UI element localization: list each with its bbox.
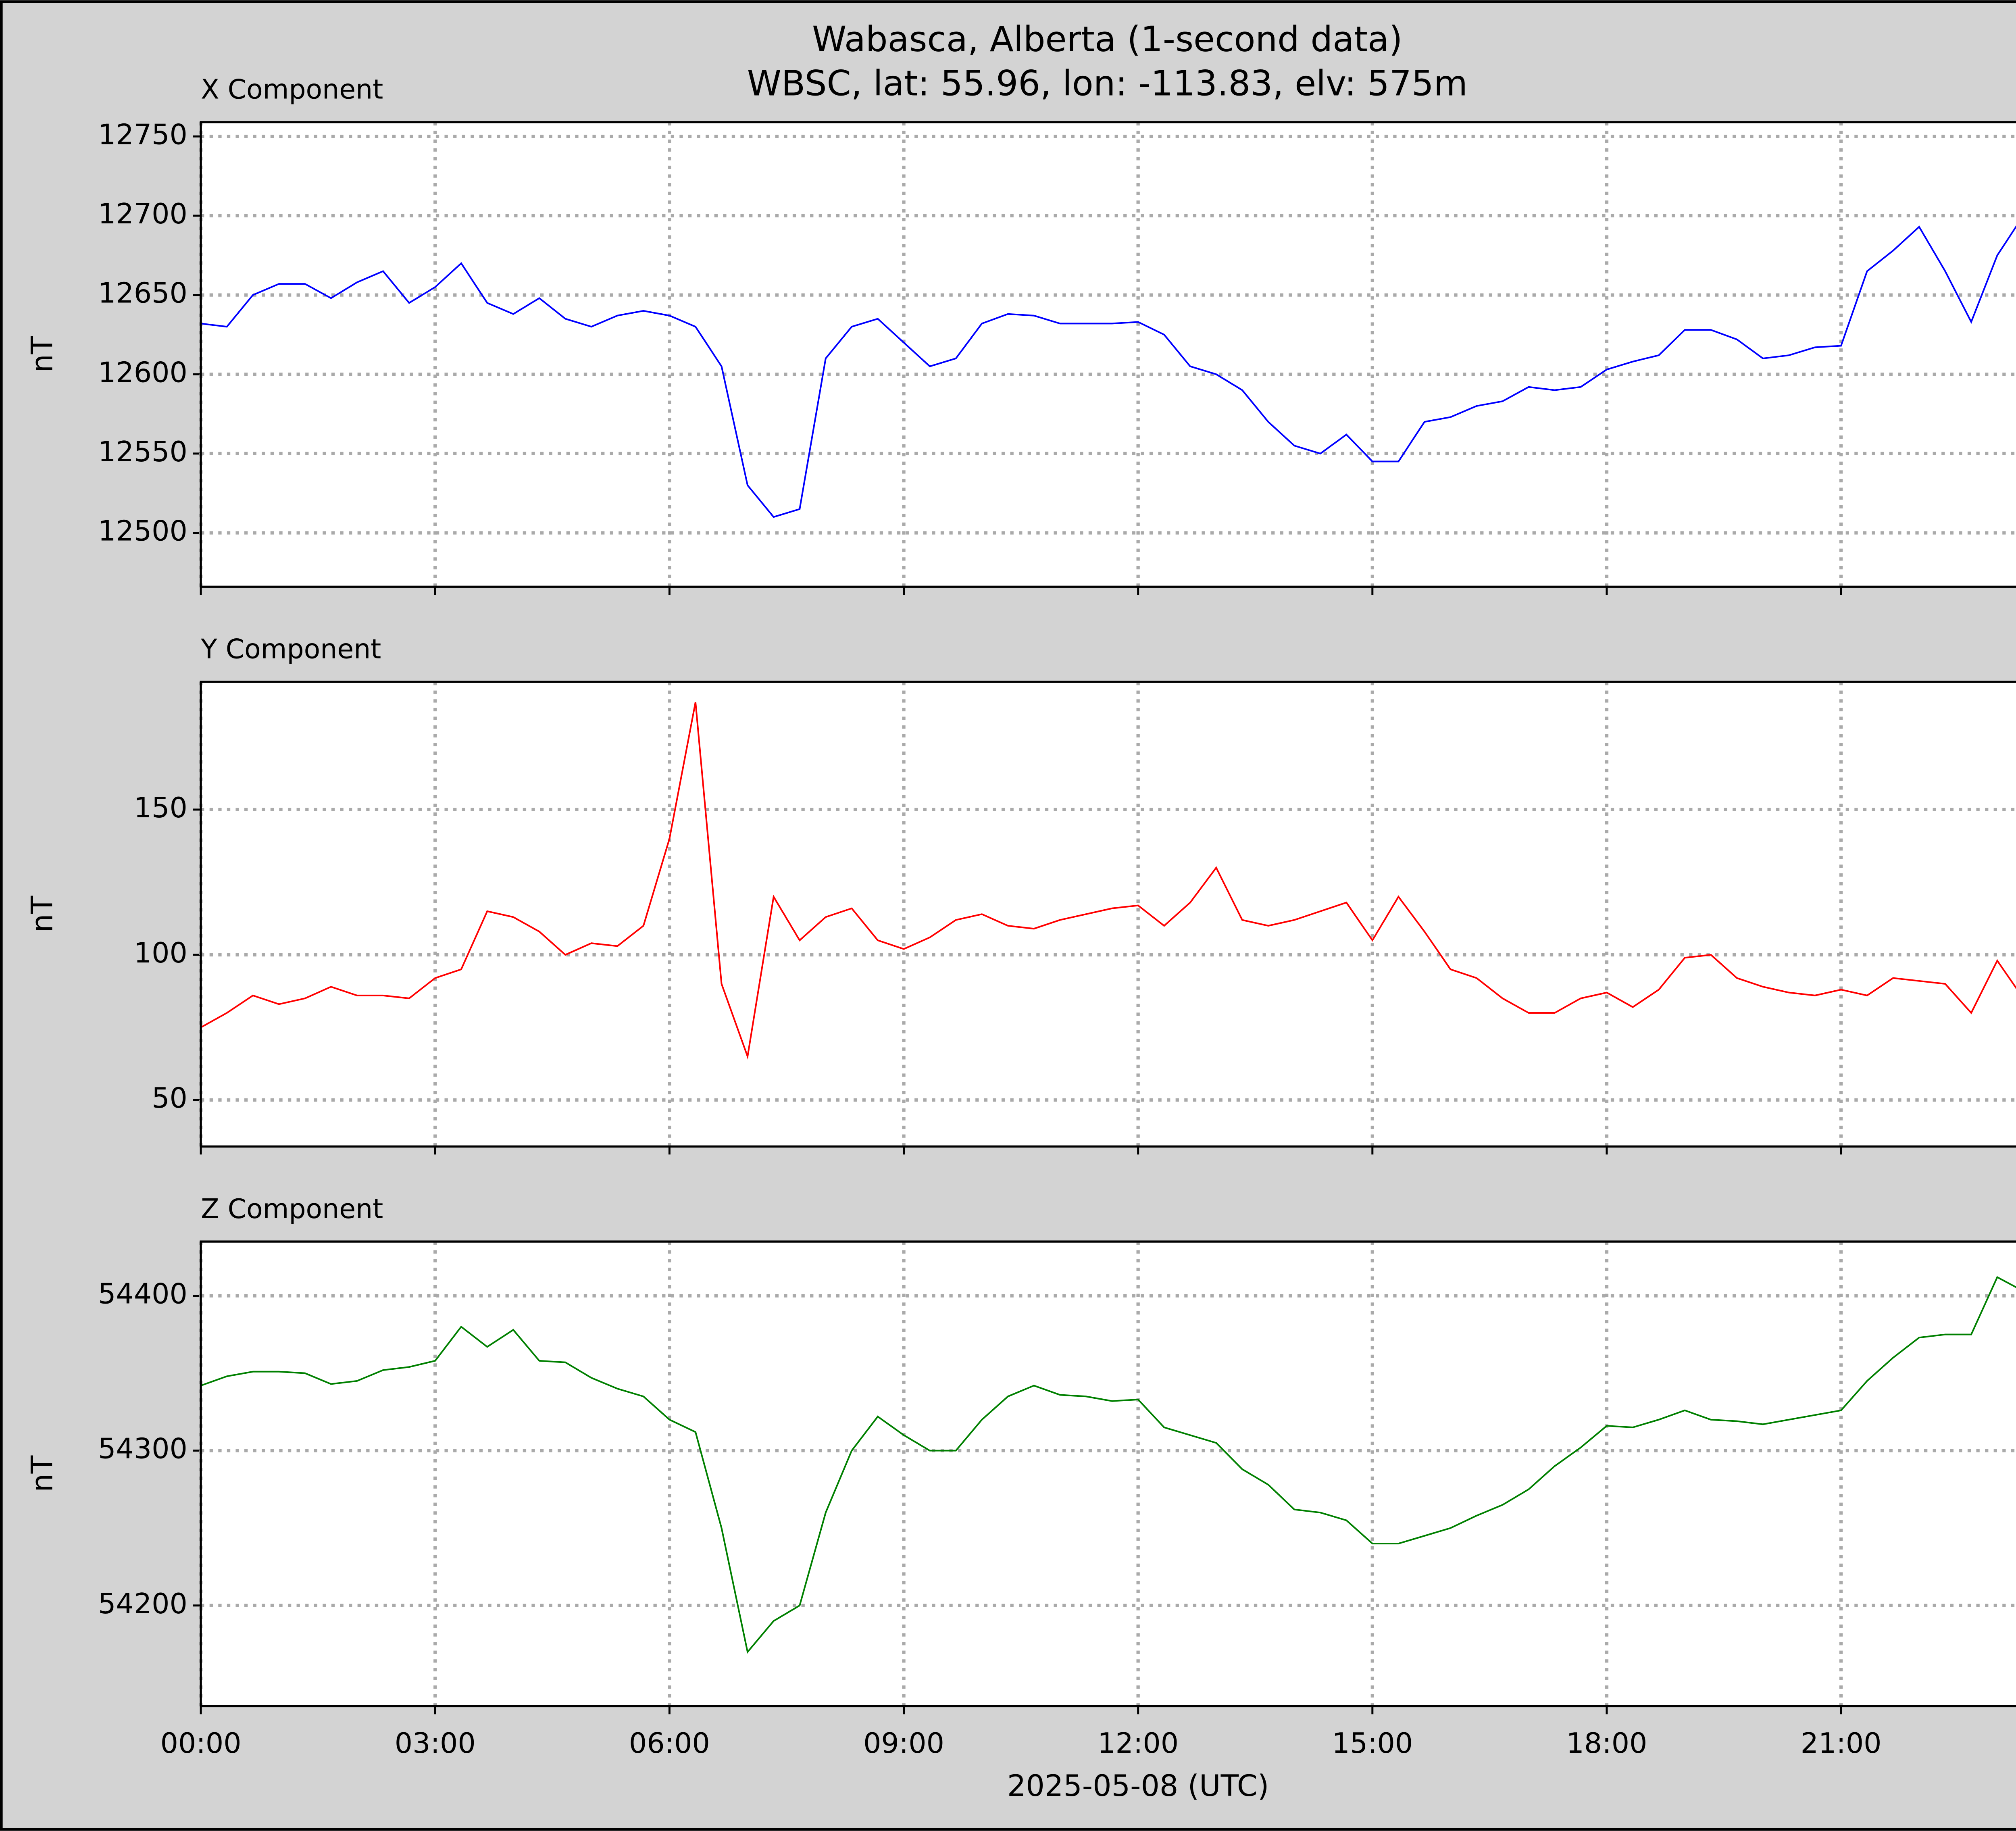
x-tick-label: 06:00 <box>629 1727 710 1760</box>
plot-frame <box>200 681 2016 1148</box>
y-tick-label: 54300 <box>98 1433 187 1465</box>
x-tick-label: 15:00 <box>1332 1727 1413 1760</box>
y-tick-label: 12600 <box>98 356 187 389</box>
y-tick-label: 12700 <box>98 198 187 230</box>
y-tick-label: 54200 <box>98 1587 187 1620</box>
x-tick-label: 21:00 <box>1801 1727 1882 1760</box>
y-tick-label: 50 <box>152 1082 187 1114</box>
x-tick-label: 12:00 <box>1098 1727 1179 1760</box>
x-tick-label: 00:00 <box>160 1727 242 1760</box>
panel-title: Y Component <box>200 633 381 665</box>
x-axis-label: 2025-05-08 (UTC) <box>1007 1769 1269 1803</box>
plot-frame <box>200 1240 2016 1708</box>
y-axis-label: nT <box>25 896 60 932</box>
figure-subtitle: WBSC, lat: 55.96, lon: -113.83, elv: 575… <box>747 64 1468 104</box>
x-tick-label: 18:00 <box>1566 1727 1647 1760</box>
data-line <box>200 702 2016 1060</box>
y-tick-label: 12650 <box>98 277 187 310</box>
plot-area <box>201 122 2016 587</box>
x-tick-label: 03:00 <box>395 1727 476 1760</box>
y-tick-label: 12750 <box>98 118 187 151</box>
plot-area <box>201 1241 2016 1706</box>
y-tick-label: 12550 <box>98 435 187 468</box>
panel-title: Z Component <box>201 1193 383 1225</box>
y-tick-label: 54400 <box>98 1278 187 1310</box>
data-line <box>200 225 2016 518</box>
plot-frame <box>200 121 2016 588</box>
figure-title: Wabasca, Alberta (1-second data) <box>812 19 1403 60</box>
x-tick-label: 09:00 <box>863 1727 944 1760</box>
y-axis-label: nT <box>25 336 60 373</box>
y-tick-label: 100 <box>134 937 187 969</box>
y-tick-label: 150 <box>134 792 187 824</box>
y-tick-label: 12500 <box>98 515 187 548</box>
panel-title: X Component <box>201 74 383 105</box>
plot-area <box>201 682 2016 1147</box>
data-line <box>200 1276 2016 1654</box>
y-axis-label: nT <box>25 1455 60 1492</box>
